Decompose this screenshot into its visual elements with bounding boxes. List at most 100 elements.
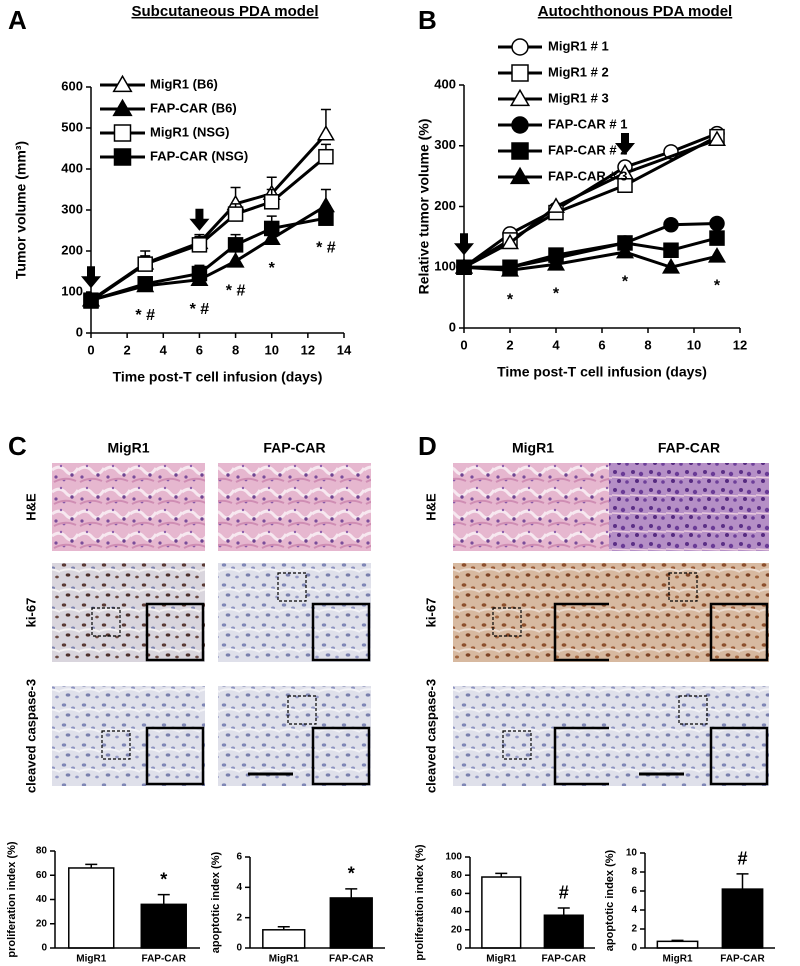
bar (656, 940, 699, 949)
y-tick-label: 20 (36, 918, 48, 929)
legend-label: MigR1 # 3 (548, 90, 609, 105)
y-tick-label: 10 (626, 848, 638, 859)
chart-title: Subcutaneous PDA model (132, 3, 319, 20)
legend-label: FAP-CAR # 1 (548, 116, 627, 131)
y-tick-label: 2 (236, 912, 242, 923)
marker (191, 237, 208, 253)
x-tick-label: 8 (644, 337, 651, 352)
x-tick-label: 2 (124, 342, 131, 357)
row-label: ki-67 (423, 598, 438, 628)
marker (509, 166, 531, 185)
marker (707, 130, 727, 147)
row-label: H&E (423, 493, 438, 521)
x-tick-label: 14 (337, 342, 352, 357)
bar (329, 897, 373, 949)
y-tick-label: 0 (449, 319, 456, 334)
marker (661, 258, 681, 274)
bar (140, 903, 187, 949)
bar (543, 914, 584, 949)
marker (615, 163, 635, 180)
marker (500, 233, 520, 250)
zoom-region (91, 607, 121, 637)
x-tick-label: 0 (87, 342, 94, 357)
y-tick-label: 0 (631, 943, 637, 954)
marker (263, 194, 280, 210)
micrograph (52, 463, 205, 551)
x-tick-label: 4 (552, 337, 560, 352)
y-tick-label: 300 (434, 137, 456, 152)
x-tick-label: 6 (598, 337, 605, 352)
zoom-region (502, 730, 532, 760)
marker (615, 242, 635, 259)
y-tick-label: 6 (236, 852, 242, 863)
marker (113, 148, 132, 166)
annotation: * # (316, 239, 336, 256)
x-tick-label: 8 (232, 342, 239, 357)
zoom-region (277, 572, 307, 602)
marker (707, 247, 727, 263)
annotation: * (622, 273, 629, 290)
panel-letter: C (8, 431, 27, 461)
marker (318, 210, 334, 226)
column-header: MigR1 (512, 440, 554, 456)
marker (663, 242, 679, 258)
annotation: * # (190, 301, 210, 318)
legend-label: FAP-CAR # 3 (548, 168, 627, 183)
series-line (463, 250, 718, 272)
marker (546, 255, 566, 271)
micrograph (609, 463, 769, 551)
y-tick-label: 40 (36, 894, 48, 905)
x-tick-label: 6 (196, 342, 203, 357)
marker (509, 88, 531, 107)
micrograph (218, 463, 371, 551)
marker (227, 237, 244, 253)
error-bar (345, 888, 358, 898)
y-axis-label: Relative tumor volume (%) (416, 119, 432, 295)
annotation: # (559, 883, 569, 903)
marker (191, 265, 208, 282)
annotation: * # (135, 307, 155, 324)
y-tick-label: 0 (76, 324, 83, 339)
annotation: * (348, 864, 355, 884)
marker (709, 230, 725, 246)
row-label: cleaved caspase-3 (423, 679, 438, 793)
legend-label: MigR1 # 2 (548, 64, 609, 79)
column-header: FAP-CAR (658, 440, 720, 456)
marker (137, 276, 153, 292)
marker (546, 197, 566, 213)
inset (311, 726, 371, 786)
zoom-region (678, 695, 708, 725)
zoom-region (287, 695, 317, 725)
y-tick-label: 2 (631, 924, 637, 935)
x-tick-label: FAP-CAR (542, 954, 587, 965)
x-tick-label: MigR1 (76, 954, 106, 965)
y-tick-label: 40 (451, 906, 463, 917)
y-axis-label: proliferation index (%) (414, 844, 426, 960)
y-tick-label: 100 (434, 259, 456, 274)
marker (663, 216, 679, 233)
marker (83, 292, 99, 308)
zoom-region (492, 607, 522, 637)
marker (262, 229, 281, 246)
x-tick-label: 10 (687, 337, 701, 352)
y-tick-label: 400 (61, 160, 83, 175)
y-tick-label: 80 (451, 870, 463, 881)
y-axis-label: proliferation index (%) (6, 841, 18, 957)
x-tick-label: FAP-CAR (329, 954, 374, 965)
x-tick-label: 12 (301, 342, 315, 357)
y-tick-label: 0 (41, 943, 47, 954)
y-tick-label: 600 (61, 78, 83, 93)
series-line (90, 216, 327, 302)
marker (137, 256, 153, 272)
chart-title: Autochthonous PDA model (538, 3, 732, 20)
bar (721, 888, 764, 949)
y-tick-label: 4 (236, 882, 242, 893)
marker (316, 124, 335, 141)
annotation: * (269, 260, 276, 277)
zoom-region (101, 730, 131, 760)
y-axis-label: apoptotic index (%) (604, 849, 616, 951)
marker (511, 64, 529, 82)
series-line (90, 204, 327, 302)
